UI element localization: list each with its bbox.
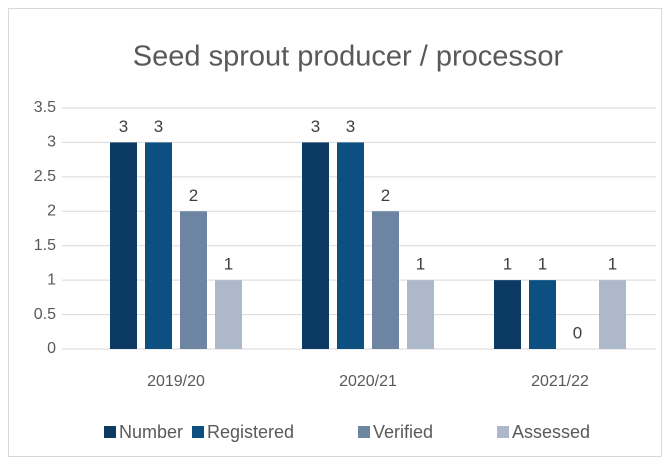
x-tick-label: 2020/21: [339, 373, 397, 390]
y-tick-label: 1: [47, 271, 56, 288]
bar: [372, 211, 399, 349]
data-label: 3: [119, 117, 128, 136]
data-label: 3: [311, 117, 320, 136]
legend-swatch: [358, 426, 370, 438]
legend-label: Number: [119, 422, 183, 442]
data-label: 3: [346, 117, 355, 136]
data-label: 0: [573, 323, 582, 342]
bar: [494, 280, 521, 349]
legend-label: Registered: [207, 422, 294, 442]
x-tick-label: 2021/22: [531, 373, 589, 390]
bar: [145, 142, 172, 349]
data-label: 1: [224, 255, 233, 274]
data-label: 2: [189, 186, 198, 205]
legend-swatch: [497, 426, 509, 438]
bar: [302, 142, 329, 349]
data-label: 1: [416, 255, 425, 274]
y-tick-label: 2.5: [34, 168, 56, 185]
y-tick-label: 0.5: [34, 306, 56, 323]
x-tick-label: 2019/20: [147, 373, 205, 390]
y-tick-label: 0: [47, 340, 56, 357]
bar: [529, 280, 556, 349]
data-label: 2: [381, 186, 390, 205]
data-label: 1: [503, 255, 512, 274]
bar: [110, 142, 137, 349]
legend-swatch: [104, 426, 116, 438]
bar: [215, 280, 242, 349]
y-tick-label: 3: [47, 134, 56, 151]
chart-title: Seed sprout producer / processor: [133, 41, 564, 73]
data-label: 1: [538, 255, 547, 274]
y-tick-label: 1.5: [34, 237, 56, 254]
y-tick-label: 2: [47, 203, 56, 220]
bar: [407, 280, 434, 349]
bar: [337, 142, 364, 349]
bar: [599, 280, 626, 349]
data-label: 1: [608, 255, 617, 274]
legend-swatch: [192, 426, 204, 438]
data-label: 3: [154, 117, 163, 136]
legend-label: Verified: [373, 422, 433, 442]
bar: [180, 211, 207, 349]
legend-label: Assessed: [512, 422, 590, 442]
y-tick-label: 3.5: [34, 99, 56, 116]
